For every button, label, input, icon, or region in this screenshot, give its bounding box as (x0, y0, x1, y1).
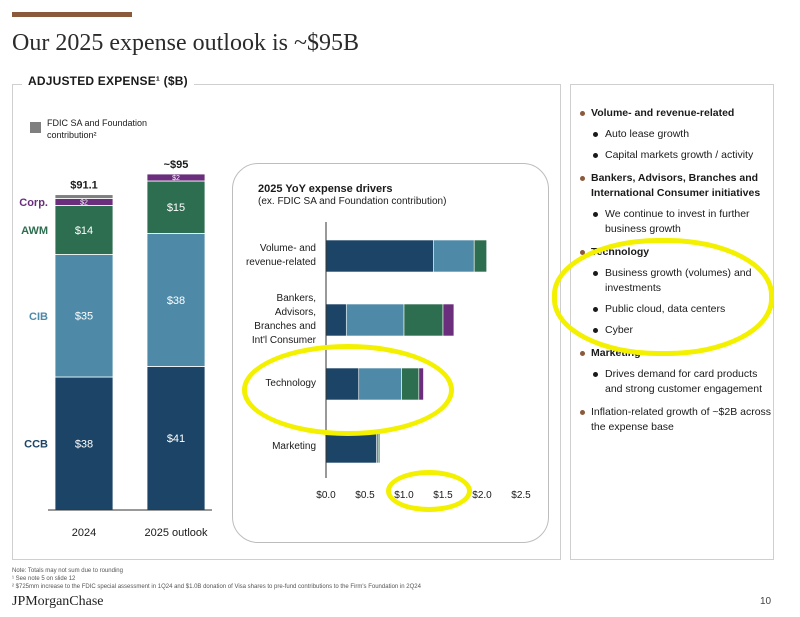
bar-value-label: $41 (167, 433, 185, 445)
bar-value-label: $38 (75, 438, 93, 450)
segment-label-cib: CIB (29, 311, 48, 323)
driver-bar-ccb-bankers-advisors-branches-and-int-l-consumer (325, 303, 347, 337)
bar-awm-2024 (54, 205, 114, 255)
driver-bar-cib-bankers-advisors-branches-and-int-l-consumer (345, 303, 405, 337)
drivers-category-label-line: Int'l Consumer (251, 335, 316, 346)
title-accent-bar (12, 12, 132, 17)
drivers-x-tick-label: $0.0 (316, 490, 336, 501)
bar-ccb-2025-outlook (146, 366, 206, 511)
driver-bar-cib-volume-and-revenue-related (433, 239, 475, 273)
bar-fdic-sa-and-foundation-contribution-2024 (54, 194, 114, 199)
highlight-axis-ticks (386, 470, 472, 512)
bar-cib-2025-outlook (146, 233, 206, 367)
segment-label-corp: Corp. (19, 197, 48, 209)
drivers-chart-title: 2025 YoY expense drivers (258, 183, 393, 195)
bar-value-label: $15 (167, 202, 185, 214)
drivers-category-label: Marketing (216, 440, 316, 454)
segment-label-awm: AWM (21, 225, 48, 237)
legend-label-fdic: FDIC SA and Foundation contribution² (47, 118, 148, 140)
bullet-item: Capital markets growth / activity (580, 148, 772, 163)
bar-ccb-2024 (54, 376, 114, 511)
driver-bar-corp-bankers-advisors-branches-and-int-l-consumer (442, 303, 455, 337)
drivers-category-label: Bankers, Advisors, Branches and Int'l Consu… (216, 292, 316, 348)
bar-value-label: $2 (172, 175, 180, 182)
drivers-x-tick-label: $0.5 (355, 490, 375, 501)
x-tick-label: 2024 (72, 527, 96, 539)
panel-label: ADJUSTED EXPENSE¹ ($B) (22, 74, 194, 88)
bar-value-label: $14 (75, 225, 93, 237)
bar-awm-2025-outlook (146, 180, 206, 234)
drivers-category-label-line: Marketing (272, 441, 316, 452)
bar-value-label: $35 (75, 311, 93, 323)
drivers-chart-subtitle: (ex. FDIC SA and Foundation contribution… (258, 196, 447, 207)
bar-value-label: $2 (80, 199, 88, 206)
driver-bar-ccb-volume-and-revenue-related (325, 239, 434, 273)
footnotes: Note: Totals may not sum due to rounding… (12, 567, 421, 591)
drivers-category-label-line: Advisors, (274, 307, 316, 318)
drivers-x-tick-label: $2.0 (472, 490, 492, 501)
drivers-x-tick-label: $2.5 (511, 490, 531, 501)
bullet-item: Drives demand for card products and stro… (580, 367, 772, 397)
bar-corp-2025-outlook (146, 173, 206, 182)
highlight-technology-bullets (552, 238, 774, 356)
bar-cib-2024 (54, 254, 114, 378)
drivers-category-label-line: Bankers, (276, 293, 316, 304)
segment-label-ccb: CCB (24, 439, 48, 451)
bullet-heading: Volume- and revenue-related (580, 106, 772, 121)
drivers-category-label-line: Volume- and (259, 243, 316, 254)
drivers-chart-box (232, 163, 549, 543)
footnote-line: Note: Totals may not sum due to rounding (12, 568, 123, 574)
driver-bar-awm-volume-and-revenue-related (473, 239, 487, 273)
footnote-line: ¹ See note 5 on slide 12 (12, 576, 76, 582)
company-logo: JPMorganChase (12, 594, 104, 609)
bullet-item: Inflation-related growth of ~$2B across … (580, 405, 772, 435)
x-tick-label: 2025 outlook (145, 527, 208, 539)
page-number: 10 (760, 596, 772, 607)
bar-total-label: ~$95 (164, 159, 189, 171)
legend-swatch-fdic (30, 122, 41, 133)
drivers-category-label-line: Branches and (254, 321, 316, 332)
drivers-category-label-line: revenue-related (245, 257, 316, 268)
bullet-item: Auto lease growth (580, 127, 772, 142)
slide-title: Our 2025 expense outlook is ~$95B (12, 30, 359, 56)
drivers-category-label: Volume- and revenue-related (216, 242, 316, 270)
highlight-technology-label (242, 344, 454, 436)
driver-bar-awm-bankers-advisors-branches-and-int-l-consumer (403, 303, 444, 337)
driver-bar-awm-marketing (377, 430, 381, 464)
bar-value-label: $38 (167, 295, 185, 307)
footnote-line: ² $725mm increase to the FDIC special as… (12, 584, 421, 590)
bullet-heading: Bankers, Advisors, Branches and Internat… (580, 171, 772, 201)
bullet-item: We continue to invest in further busines… (580, 207, 772, 237)
bar-total-label: $91.1 (70, 180, 98, 192)
